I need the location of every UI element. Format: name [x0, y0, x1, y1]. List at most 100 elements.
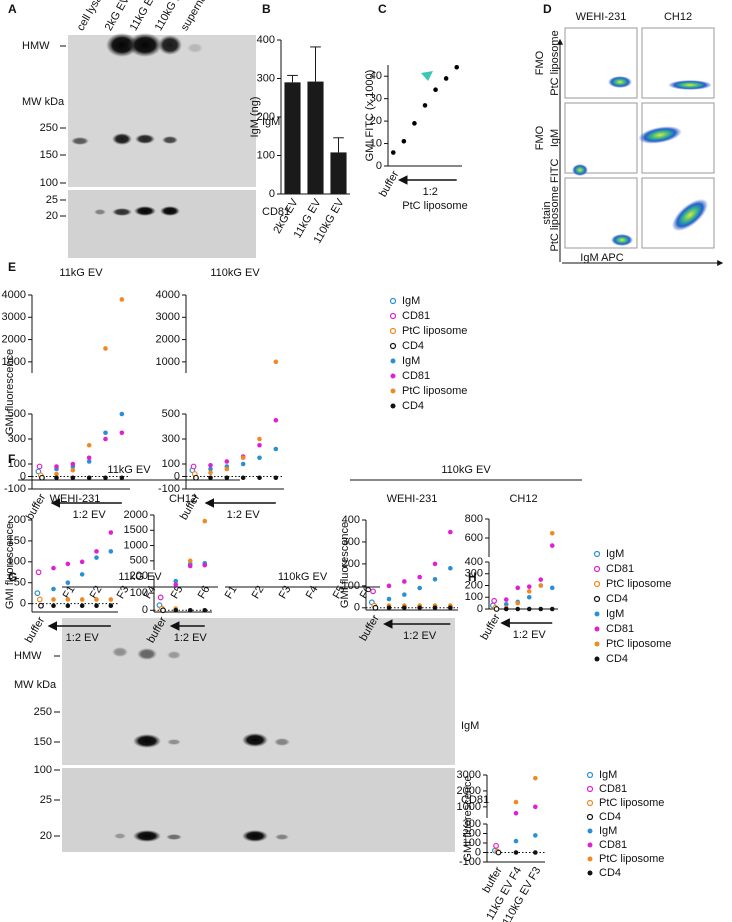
data-point	[417, 605, 422, 611]
y-tick-label: 200	[257, 111, 275, 123]
blot-band	[167, 651, 181, 659]
data-point	[94, 603, 99, 609]
data-point	[402, 592, 407, 597]
y-tick-label: -100	[459, 856, 481, 868]
data-point	[448, 565, 453, 571]
y-tick-label: 2000	[2, 333, 26, 345]
data-point	[51, 597, 56, 602]
y-tick-label: 300	[463, 818, 481, 830]
data-point	[386, 583, 392, 589]
data-point	[432, 605, 438, 611]
mw-marker: 150	[34, 736, 52, 748]
data-point	[240, 461, 246, 467]
chart-title: 11kG EV	[59, 267, 103, 279]
dilution-label: 1:2 EV	[73, 509, 107, 521]
lane-label: F1	[61, 584, 78, 601]
y-tick-label: 0	[20, 470, 26, 482]
data-point	[257, 475, 262, 481]
legend-marker	[390, 373, 396, 379]
data-point	[157, 594, 164, 601]
flow-row-label: stain	[541, 201, 553, 224]
data-point	[208, 466, 213, 472]
legend-label: CD4	[599, 811, 621, 823]
data-point	[240, 455, 246, 461]
data-point	[503, 597, 509, 602]
data-point	[257, 442, 262, 448]
data-point	[65, 597, 71, 602]
legend-label: CD81	[606, 563, 634, 575]
lane-label: supernatant	[179, 0, 218, 33]
y-tick-label: 600	[465, 532, 483, 544]
mw-marker: 250	[40, 122, 58, 134]
data-point	[108, 549, 114, 554]
data-point	[38, 602, 44, 609]
y-tick-label: 1000	[457, 801, 481, 813]
band-label: CD81	[461, 794, 489, 806]
legend-label: CD81	[402, 310, 430, 322]
data-point	[70, 461, 76, 467]
group-label: 110kG EV	[278, 571, 328, 583]
y-tick-label: 50	[14, 577, 26, 589]
data-point	[70, 467, 76, 473]
y-tick-label: 30	[370, 93, 382, 105]
lane-label: F5	[169, 584, 186, 601]
blot-band	[106, 33, 138, 57]
data-point	[54, 464, 59, 469]
data-point	[386, 605, 392, 611]
legend-marker	[594, 611, 600, 617]
blot-band	[160, 206, 180, 216]
dilution-label: 1:2 EV	[227, 509, 261, 521]
y-tick-label: 1000	[156, 356, 180, 368]
bar	[284, 82, 301, 194]
legend-marker	[587, 828, 593, 834]
blot-band	[94, 209, 106, 215]
legend-marker	[593, 580, 601, 588]
data-point	[39, 474, 45, 481]
mw-label: MW kDa	[22, 96, 65, 108]
legend-label: IgM	[402, 355, 420, 367]
y-tick-label: 100	[130, 587, 148, 599]
blot-band	[274, 738, 290, 746]
y-tick-label: 400	[257, 34, 275, 46]
data-point	[513, 810, 519, 816]
data-point	[36, 596, 43, 603]
data-point	[526, 594, 532, 600]
data-point	[108, 597, 114, 602]
data-point	[513, 838, 519, 844]
legend-marker	[593, 595, 601, 603]
data-point	[538, 583, 544, 588]
blot-band	[137, 648, 157, 660]
x-tick-label: buffer	[479, 612, 504, 642]
y-tick-label: -100	[4, 483, 26, 495]
data-point	[224, 466, 230, 472]
legend-marker	[587, 856, 593, 862]
legend-marker	[586, 785, 594, 793]
flow-row-label: PtC liposome	[549, 30, 561, 95]
data-point	[273, 446, 279, 452]
data-point	[538, 577, 544, 582]
legend-label: CD81	[606, 623, 634, 635]
y-tick-label: 100	[257, 149, 275, 161]
mw-marker: 150	[40, 149, 58, 161]
data-point	[79, 603, 85, 609]
data-point	[86, 459, 92, 464]
flow-column-label: WEHI-231	[576, 11, 627, 23]
legend-label: CD4	[606, 593, 628, 605]
legend-label: IgM	[599, 769, 617, 781]
data-point	[224, 475, 230, 481]
data-point	[432, 576, 438, 582]
flow-plot	[564, 102, 638, 174]
panel-letter: B	[262, 2, 271, 16]
data-point	[240, 475, 246, 481]
data-point	[432, 561, 438, 567]
data-point	[65, 580, 71, 586]
data-point	[433, 87, 438, 92]
chart-title: WEHI-231	[50, 493, 101, 505]
data-point	[526, 606, 532, 612]
data-point	[86, 442, 92, 448]
data-point	[417, 585, 422, 591]
data-point	[503, 602, 509, 607]
x-tick-label: buffer	[377, 169, 402, 199]
data-point	[202, 518, 208, 524]
